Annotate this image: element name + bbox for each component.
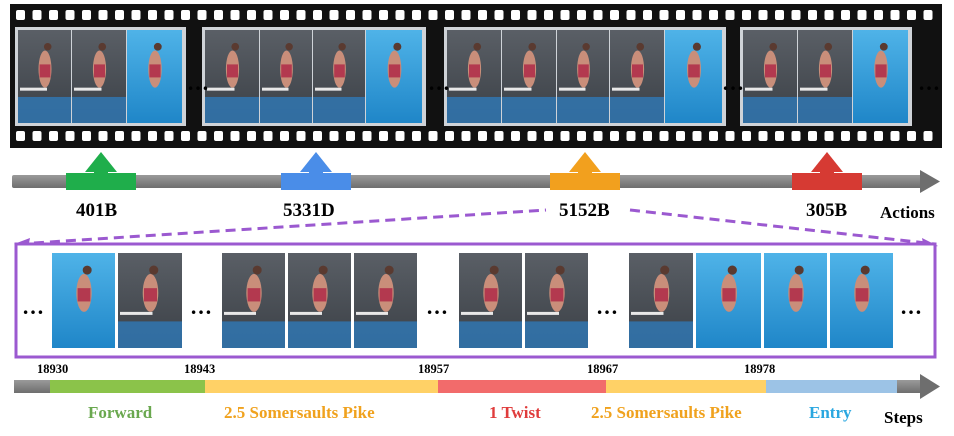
frame-marker: 18930: [37, 362, 69, 376]
film-frames: [15, 27, 912, 126]
ellipsis: …: [918, 70, 941, 95]
actions-axis-label: Actions: [880, 203, 935, 222]
action-code-401b: 401B: [76, 200, 118, 221]
ellipsis: …: [596, 294, 619, 319]
step-segment: [766, 380, 897, 393]
steps-timeline: [14, 374, 940, 399]
ellipsis: …: [190, 294, 213, 319]
action-code-5331d: 5331D: [283, 200, 335, 221]
action-marker-305b: [792, 152, 862, 190]
frame-marker: 18957: [418, 362, 450, 376]
zoom-frames: [52, 253, 893, 348]
frame-marker: 18978: [744, 362, 776, 376]
action-code-305b: 305B: [806, 200, 848, 221]
frame-marker: 18943: [184, 362, 216, 376]
ellipsis: …: [900, 294, 923, 319]
frame-marker: 18967: [587, 362, 619, 376]
steps-axis-label: Steps: [884, 408, 923, 427]
ellipsis: …: [22, 294, 45, 319]
action-marker-5331d: [281, 152, 351, 190]
step-segment: [438, 380, 606, 393]
step-label: 2.5 Somersaults Pike: [224, 403, 375, 422]
action-marker-5152b: [550, 152, 620, 190]
ellipsis: …: [187, 70, 210, 95]
step-label: Forward: [88, 403, 153, 422]
action-marker-401b: [66, 152, 136, 190]
ellipsis: …: [722, 70, 745, 95]
action-markers: [66, 152, 862, 190]
step-label: 2.5 Somersaults Pike: [591, 403, 742, 422]
step-segment: [606, 380, 766, 393]
step-segment: [205, 380, 438, 393]
ellipsis: …: [426, 294, 449, 319]
step-label: 1 Twist: [489, 403, 541, 422]
action-code-5152b: 5152B: [559, 200, 610, 221]
film-sprockets: [16, 10, 933, 141]
actions-timeline: [12, 170, 940, 193]
step-segment: [50, 380, 205, 393]
step-label: Entry: [809, 403, 852, 422]
ellipsis: …: [428, 70, 451, 95]
